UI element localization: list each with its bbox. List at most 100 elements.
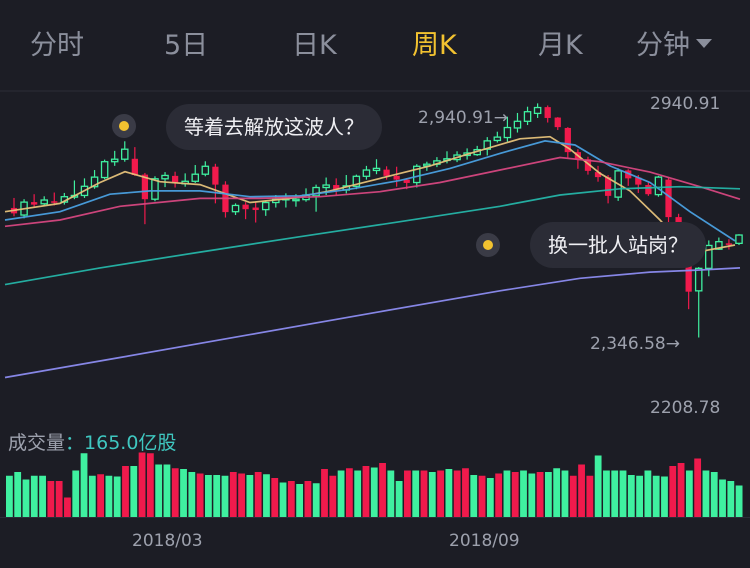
annotation-dot-bottom[interactable] (476, 233, 500, 257)
candle-body-up (201, 165, 210, 175)
volume-bar (735, 485, 743, 517)
volume-bar (578, 464, 585, 517)
volume-bar (503, 470, 511, 517)
candle-body-up (120, 148, 129, 160)
candle-body-up (110, 158, 119, 163)
candle-body-up (261, 201, 270, 211)
candle-body-up (40, 199, 48, 205)
tab-minute-label: 分钟 (636, 30, 690, 61)
candle-body-up (523, 111, 532, 122)
tab-monthly-k[interactable]: 月K (538, 30, 583, 61)
volume-bar (437, 470, 444, 517)
tab-weekly-k[interactable]: 周K (412, 30, 457, 61)
tab-5day[interactable]: 5日 (164, 30, 209, 61)
volume-title: 成交量 (8, 432, 66, 454)
volume-bar (528, 473, 536, 517)
volume-bar (677, 463, 685, 517)
volume-bar (462, 468, 469, 517)
volume-bar (685, 470, 693, 517)
candle-body-down (564, 127, 571, 153)
volume-bar (296, 484, 304, 517)
volume-bar (561, 470, 569, 517)
volume-value: ：165.0亿股 (65, 432, 177, 454)
volume-bar (205, 475, 212, 517)
volume-bar (387, 470, 395, 517)
annotation-text-bottom: 换一批人站岗？ (548, 233, 688, 257)
volume-bar (412, 470, 420, 517)
volume-bar (395, 481, 403, 517)
candle-body-down (554, 117, 561, 128)
candle-body-down (645, 185, 652, 195)
volume-bar (453, 470, 461, 517)
candle-body-up (735, 234, 743, 245)
volume-bar (329, 475, 337, 517)
ma-line-2 (4, 140, 736, 242)
tab-daily-k[interactable]: 日K (292, 30, 337, 61)
candle-body-up (715, 241, 723, 250)
volume-bar (553, 468, 561, 517)
volume-bar (520, 470, 527, 517)
candle-body-up (503, 126, 512, 139)
volume-bar (72, 470, 80, 517)
volume-bar (478, 475, 486, 517)
candle-body-down (383, 169, 390, 176)
ma-line-4 (4, 185, 741, 286)
tab-timeshare[interactable]: 分时 (30, 30, 84, 61)
candle-body-up (533, 106, 542, 115)
volume-bar (694, 458, 702, 517)
candle-body-down (141, 174, 149, 200)
price-axis-bottom: 2208.78 (650, 398, 721, 418)
volume-bar (22, 479, 30, 517)
price-axis-top: 2940.91 (650, 94, 721, 114)
volume-bar (536, 472, 544, 517)
volume-bar (321, 469, 328, 517)
volume-bar (196, 473, 204, 517)
candle-body-down (131, 158, 138, 176)
volume-bar (188, 472, 196, 517)
candle-body-up (292, 198, 300, 202)
volume-bar (221, 475, 229, 517)
volume-bar (271, 478, 279, 517)
candle-body-up (90, 176, 99, 188)
candle-body-up (352, 175, 361, 187)
volume-bar (213, 475, 221, 517)
candle-body-down (665, 179, 672, 218)
candle-body-down (252, 207, 259, 211)
candle-body-down (584, 159, 592, 171)
candle-body-up (372, 167, 381, 172)
annotation-bubble-top[interactable]: 等着去解放这波人？ (166, 104, 382, 150)
candle-body-up (413, 165, 421, 184)
candle-body-down (212, 166, 219, 185)
volume-bar (370, 467, 378, 517)
volume-bar (611, 470, 619, 517)
candle-body-down (635, 177, 642, 185)
volume-bar (6, 475, 13, 517)
tab-minute[interactable]: 分钟 (636, 26, 712, 66)
volume-bar (64, 497, 71, 517)
ma-line-3 (4, 156, 741, 228)
volume-bar (246, 475, 254, 517)
volume-bar (229, 472, 237, 517)
volume-bar (544, 472, 552, 517)
candle-body-down (725, 243, 733, 245)
volume-bar (495, 473, 503, 517)
candle-body-down (403, 179, 410, 183)
candle-body-up (322, 184, 330, 189)
volume-bar (122, 466, 129, 517)
volume-bar (155, 464, 163, 517)
volume-bar (279, 482, 287, 517)
volume-bar (627, 475, 635, 517)
volume-bar (263, 474, 270, 517)
annotation-bubble-bottom[interactable]: 换一批人站岗？ (530, 222, 706, 268)
volume-bar (105, 475, 113, 517)
volume-bar (669, 466, 677, 517)
candle-body-up (362, 169, 371, 177)
volume-bar (30, 475, 38, 517)
volume-bar (586, 475, 594, 517)
volume-bar (254, 472, 262, 517)
volume-bar (702, 470, 710, 517)
candle-body-up (493, 136, 502, 142)
annotation-dot-top[interactable] (112, 114, 136, 138)
